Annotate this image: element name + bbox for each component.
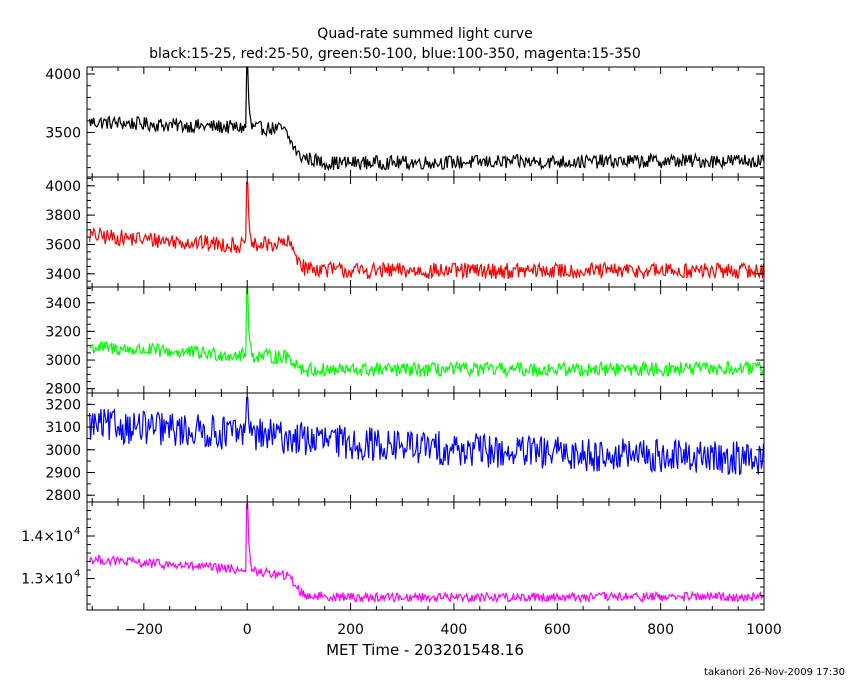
series-line-green bbox=[89, 287, 765, 379]
series-line-black bbox=[89, 66, 765, 172]
x-tick-label: 1000 bbox=[746, 622, 782, 638]
series-line-blue bbox=[89, 396, 765, 476]
panel-frame-magenta bbox=[86, 501, 765, 611]
panels: 3500 4000 3400 3600 3800 4000 2800 3000 3200 3400… bbox=[21, 66, 765, 611]
y-tick-label-black: 3500 bbox=[45, 126, 81, 142]
x-tick-label: −200 bbox=[125, 622, 163, 638]
y-tick-label-magenta: 1.3×10 bbox=[21, 572, 73, 588]
y-tick-label-blue: 3200 bbox=[45, 397, 81, 413]
footer-credit: takanori 26-Nov-2009 17:30 bbox=[704, 667, 845, 678]
y-tick-label-exponent: 4 bbox=[74, 569, 80, 580]
y-tick-label-green: 2800 bbox=[45, 382, 81, 398]
panel-blue: 2800 2900 3000 3100 3200 bbox=[45, 392, 765, 504]
panel-green: 2800 3000 3200 3400 bbox=[45, 286, 765, 398]
x-tick-label: 600 bbox=[544, 622, 571, 638]
y-tick-label-red: 3400 bbox=[45, 267, 81, 283]
y-tick-label-magenta: 1.4×10 bbox=[21, 529, 73, 545]
y-tick-label-black: 4000 bbox=[45, 67, 81, 83]
panel-red: 3400 3600 3800 4000 bbox=[45, 176, 765, 288]
y-tick-label-blue: 2800 bbox=[45, 488, 81, 504]
y-tick-label-exponent: 4 bbox=[74, 526, 80, 537]
y-tick-label-blue: 3100 bbox=[45, 420, 81, 436]
x-tick-label: 400 bbox=[441, 622, 468, 638]
y-tick-label-red: 4000 bbox=[45, 179, 81, 195]
series-line-red bbox=[89, 182, 765, 280]
x-tick-label: 800 bbox=[647, 622, 674, 638]
x-axis: −200 0 200 400 600 800 1000 bbox=[125, 622, 782, 638]
chart-title: Quad-rate summed light curve bbox=[317, 26, 532, 42]
x-tick-label: 200 bbox=[337, 622, 364, 638]
y-tick-label-red: 3600 bbox=[45, 237, 81, 253]
panel-magenta: 1.3×10 41.4×10 4 bbox=[21, 501, 765, 611]
y-tick-label-red: 3800 bbox=[45, 208, 81, 224]
y-tick-label-green: 3200 bbox=[45, 324, 81, 340]
panel-black: 3500 4000 bbox=[45, 66, 765, 178]
panel-frame-green bbox=[86, 286, 765, 394]
y-tick-label-green: 3400 bbox=[45, 296, 81, 312]
x-axis-label: MET Time - 203201548.16 bbox=[326, 641, 524, 659]
series-line-magenta bbox=[89, 503, 764, 604]
y-tick-label-blue: 3000 bbox=[45, 443, 81, 459]
y-tick-label-green: 3000 bbox=[45, 353, 81, 369]
y-tick-label-blue: 2900 bbox=[45, 465, 81, 481]
chart-subtitle: black:15-25, red:25-50, green:50-100, bl… bbox=[149, 46, 641, 62]
x-tick-label: 0 bbox=[243, 622, 252, 638]
